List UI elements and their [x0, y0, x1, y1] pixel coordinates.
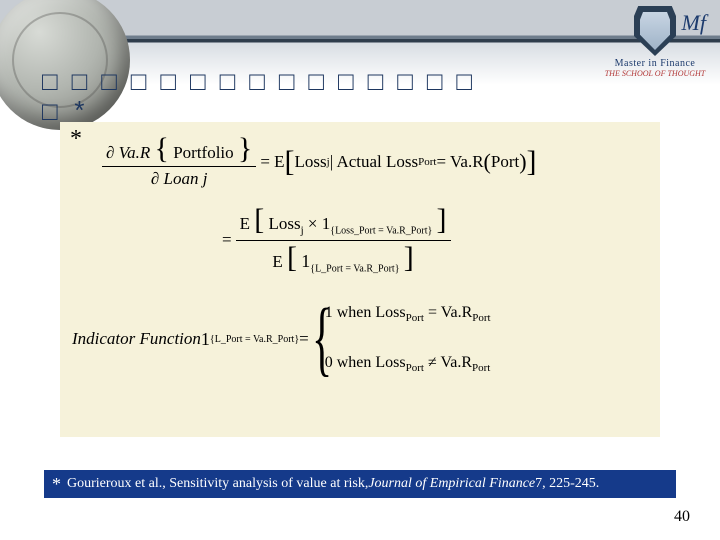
eq2-num-a-sub: j	[301, 225, 304, 237]
formula-box: * ∂ Va.R { Portfolio } ∂ Loan j = E [ Lo…	[60, 122, 660, 437]
eq2-E-bot: E	[272, 252, 282, 271]
logo-initials: Mf	[682, 12, 706, 34]
eq1-rhs-a: Loss	[295, 152, 327, 172]
eq2-indset-num: {Loss_Port = Va.R_Port}	[330, 226, 432, 237]
citation-pre: Gourieroux et al., Sensitivity analysis …	[67, 476, 368, 492]
eq3-case1b: = Va.R	[428, 304, 472, 321]
citation-post: 7, 225-245.	[535, 476, 599, 492]
page-number: 40	[674, 508, 690, 526]
eq3-case1b-sub: Port	[472, 312, 490, 324]
citation-journal: Journal of Empirical Finance	[368, 476, 535, 492]
title-placeholder: □□□□□□□□□□□□□□□□*	[42, 68, 486, 128]
logo-line2: THE SCHOOL OF THOUGHT	[600, 69, 710, 78]
eq2-times: × 1	[308, 214, 330, 233]
eq2-E-top: E	[240, 214, 250, 233]
eq1-lhs-num-arg: Portfolio	[173, 143, 233, 162]
eq1-eq: = E	[260, 152, 284, 172]
eq3-case2b: ≠ Va.R	[428, 354, 472, 371]
eq2-one-bot: 1	[301, 251, 310, 271]
eq3-eq: =	[299, 329, 309, 349]
eq1-cond2-arg: Port	[491, 152, 519, 172]
shield-icon	[634, 6, 676, 56]
eq3-label: Indicator Function	[72, 329, 201, 349]
eq1-cond-sub: Port	[418, 156, 436, 168]
eq3-case2b-sub: Port	[472, 363, 490, 375]
equation-2: = E [ Lossj × 1{Loss_Port = Va.R_Port} ]…	[222, 205, 648, 275]
eq2-num-a: Loss	[268, 214, 300, 233]
eq1-cond2: = Va.R	[436, 152, 483, 172]
logo-block: Mf Master in Finance THE SCHOOL OF THOUG…	[600, 6, 710, 78]
eq3-case1: 1 when Loss	[325, 304, 406, 321]
citation-bar: * Gourieroux et al., Sensitivity analysi…	[44, 470, 676, 498]
eq3-one: 1	[201, 329, 210, 350]
eq1-lhs-num-pre: ∂ Va.R	[106, 143, 150, 162]
citation-star: *	[52, 474, 61, 495]
eq2-eq: =	[222, 230, 232, 250]
equation-3: Indicator Function 1{L_Port = Va.R_Port}…	[72, 303, 648, 375]
eq2-indset-den: {L_Port = Va.R_Port}	[310, 263, 399, 274]
equation-1: ∂ Va.R { Portfolio } ∂ Loan j = E [ Loss…	[98, 134, 648, 189]
formula-asterisk: *	[70, 126, 82, 153]
eq3-indset: {L_Port = Va.R_Port}	[210, 334, 299, 345]
eq1-cond: | Actual Loss	[330, 152, 418, 172]
eq1-lhs-den: ∂ Loan j	[147, 168, 212, 189]
logo-line1: Master in Finance	[600, 58, 710, 69]
eq3-case2: 0 when Loss	[325, 354, 406, 371]
eq3-case1-sub: Port	[406, 312, 424, 324]
eq3-case2-sub: Port	[406, 363, 424, 375]
